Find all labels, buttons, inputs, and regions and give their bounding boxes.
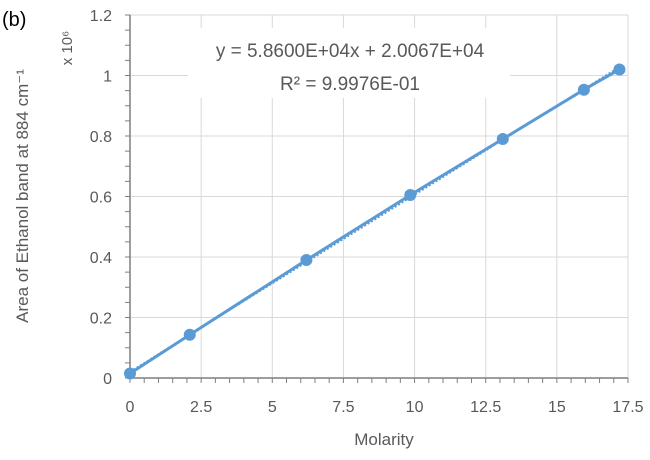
y-axis-label: Area of Ethanol band at 884 cm⁻¹ xyxy=(13,69,32,323)
x-tick-label: 17.5 xyxy=(612,399,643,416)
y-tick-label: 1.2 xyxy=(90,8,112,25)
y-multiplier-label: x 10⁶ xyxy=(59,31,76,66)
data-point xyxy=(124,367,136,380)
y-tick-label: 0.8 xyxy=(90,129,112,146)
x-tick-label: 10 xyxy=(406,399,424,416)
r-squared-label: R² = 9.9976E-01 xyxy=(280,74,420,95)
x-tick-label: 12.5 xyxy=(470,399,501,416)
data-point xyxy=(300,254,313,267)
x-tick-label: 15 xyxy=(548,399,566,416)
x-tick-label: 0 xyxy=(126,399,135,416)
y-tick-label: 0.4 xyxy=(90,250,112,267)
panel-label: (b) xyxy=(2,9,26,31)
trendline xyxy=(129,66,620,373)
y-tick-label: 0.2 xyxy=(90,311,112,328)
y-tick-label: 0 xyxy=(103,371,112,388)
x-axis-label: Molarity xyxy=(354,430,414,449)
data-point xyxy=(183,328,196,341)
trendline-equation: y = 5.8600E+04x + 2.0067E+04 xyxy=(216,41,485,62)
y-tick-label: 0.6 xyxy=(90,190,112,207)
data-line xyxy=(129,68,621,375)
data-point xyxy=(404,188,417,201)
y-tick-label: 1 xyxy=(103,69,112,86)
x-tick-label: 5 xyxy=(268,399,277,416)
data-point xyxy=(577,83,590,96)
data-point xyxy=(496,133,509,146)
x-tick-label: 2.5 xyxy=(190,399,212,416)
equation-box xyxy=(188,28,510,98)
data-point xyxy=(613,63,626,76)
x-tick-label: 7.5 xyxy=(332,399,354,416)
